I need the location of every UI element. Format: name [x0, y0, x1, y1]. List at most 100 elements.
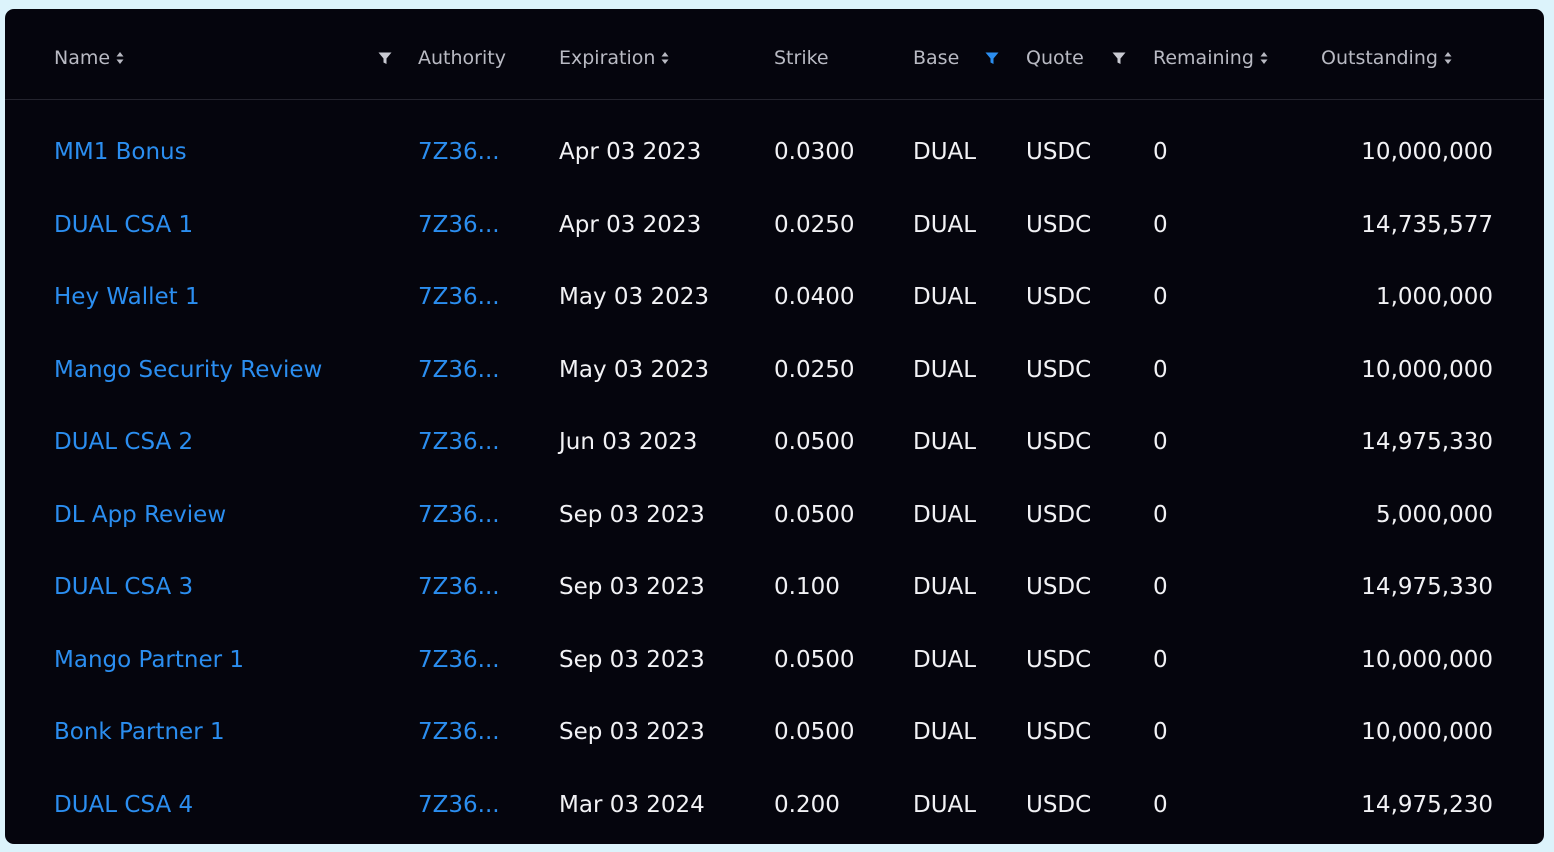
- authority-link[interactable]: 7Z36...: [418, 647, 500, 673]
- remaining-cell: 0: [1153, 284, 1168, 310]
- authority-link[interactable]: 7Z36...: [418, 139, 500, 165]
- authority-link[interactable]: 7Z36...: [418, 502, 500, 528]
- expiration-cell: Apr 03 2023: [559, 139, 702, 165]
- column-header-name-label: Name: [54, 47, 111, 69]
- strike-cell: 0.0500: [774, 502, 855, 528]
- strike-cell: 0.0250: [774, 212, 855, 238]
- strike-cell: 0.0500: [774, 719, 855, 745]
- option-name-link[interactable]: Hey Wallet 1: [54, 284, 200, 310]
- table-header: Name Authority Expiration Strike Base Qu…: [5, 9, 1544, 100]
- expiration-cell: Sep 03 2023: [559, 502, 705, 528]
- expiration-cell: Sep 03 2023: [559, 719, 705, 745]
- strike-cell: 0.0300: [774, 139, 855, 165]
- expiration-cell: Jun 03 2023: [559, 429, 698, 455]
- remaining-cell: 0: [1153, 139, 1168, 165]
- column-header-quote[interactable]: Quote: [1026, 45, 1084, 71]
- base-cell: DUAL: [913, 429, 977, 455]
- base-cell: DUAL: [913, 574, 977, 600]
- authority-link[interactable]: 7Z36...: [418, 284, 500, 310]
- outstanding-cell: 10,000,000: [1361, 139, 1493, 165]
- option-name-link[interactable]: Mango Partner 1: [54, 647, 245, 673]
- table-row: DUAL CSA 2 7Z36... Jun 03 2023 0.0500 DU…: [5, 405, 1544, 477]
- expiration-cell: May 03 2023: [559, 357, 709, 383]
- outstanding-cell: 10,000,000: [1361, 719, 1493, 745]
- strike-cell: 0.0500: [774, 429, 855, 455]
- base-cell: DUAL: [913, 212, 977, 238]
- authority-link[interactable]: 7Z36...: [418, 792, 500, 818]
- outstanding-cell: 10,000,000: [1361, 357, 1493, 383]
- quote-cell: USDC: [1026, 502, 1092, 528]
- sort-icon[interactable]: [1444, 51, 1452, 65]
- authority-link[interactable]: 7Z36...: [418, 719, 500, 745]
- remaining-cell: 0: [1153, 792, 1168, 818]
- outstanding-cell: 5,000,000: [1375, 502, 1493, 528]
- quote-cell: USDC: [1026, 357, 1092, 383]
- table-row: DL App Review 7Z36... Sep 03 2023 0.0500…: [5, 478, 1544, 550]
- option-name-link[interactable]: DUAL CSA 3: [54, 574, 194, 600]
- name-filter-icon[interactable]: [378, 51, 392, 65]
- option-name-link[interactable]: DUAL CSA 2: [54, 429, 194, 455]
- remaining-cell: 0: [1153, 212, 1168, 238]
- column-header-authority-label: Authority: [418, 47, 506, 69]
- authority-link[interactable]: 7Z36...: [418, 357, 500, 383]
- base-cell: DUAL: [913, 357, 977, 383]
- strike-cell: 0.100: [774, 574, 840, 600]
- base-cell: DUAL: [913, 502, 977, 528]
- quote-cell: USDC: [1026, 719, 1092, 745]
- authority-link[interactable]: 7Z36...: [418, 429, 500, 455]
- column-header-remaining[interactable]: Remaining: [1153, 45, 1268, 71]
- outstanding-cell: 14,735,577: [1361, 212, 1493, 238]
- quote-cell: USDC: [1026, 212, 1092, 238]
- column-header-outstanding-label: Outstanding: [1321, 47, 1438, 69]
- column-header-remaining-label: Remaining: [1153, 47, 1254, 69]
- sort-icon[interactable]: [116, 51, 124, 65]
- table-row: MM1 Bonus 7Z36... Apr 03 2023 0.0300 DUA…: [5, 115, 1544, 187]
- option-name-link[interactable]: Bonk Partner 1: [54, 719, 225, 745]
- quote-cell: USDC: [1026, 429, 1092, 455]
- table-row: Bonk Partner 1 7Z36... Sep 03 2023 0.050…: [5, 695, 1544, 767]
- option-name-link[interactable]: DL App Review: [54, 502, 227, 528]
- sort-icon[interactable]: [1260, 51, 1268, 65]
- table-row: DUAL CSA 1 7Z36... Apr 03 2023 0.0250 DU…: [5, 188, 1544, 260]
- strike-cell: 0.200: [774, 792, 840, 818]
- column-header-outstanding[interactable]: Outstanding: [1321, 45, 1452, 71]
- outstanding-cell: 10,000,000: [1361, 647, 1493, 673]
- authority-link[interactable]: 7Z36...: [418, 574, 500, 600]
- quote-cell: USDC: [1026, 792, 1092, 818]
- column-header-base-label: Base: [913, 47, 960, 69]
- quote-cell: USDC: [1026, 574, 1092, 600]
- column-header-expiration[interactable]: Expiration: [559, 45, 669, 71]
- expiration-cell: Sep 03 2023: [559, 647, 705, 673]
- quote-filter-icon[interactable]: [1112, 51, 1126, 65]
- option-name-link[interactable]: Mango Security Review: [54, 357, 323, 383]
- quote-cell: USDC: [1026, 284, 1092, 310]
- base-filter-icon[interactable]: [985, 51, 999, 65]
- outstanding-cell: 1,000,000: [1375, 284, 1493, 310]
- column-header-base[interactable]: Base: [913, 45, 959, 71]
- column-header-authority: Authority: [418, 45, 506, 71]
- expiration-cell: May 03 2023: [559, 284, 709, 310]
- remaining-cell: 0: [1153, 574, 1168, 600]
- column-header-name[interactable]: Name: [54, 45, 124, 71]
- expiration-cell: Apr 03 2023: [559, 212, 702, 238]
- outstanding-cell: 14,975,330: [1361, 574, 1493, 600]
- table-row: DUAL CSA 4 7Z36... Mar 03 2024 0.200 DUA…: [5, 768, 1544, 840]
- base-cell: DUAL: [913, 792, 977, 818]
- option-name-link[interactable]: DUAL CSA 4: [54, 792, 194, 818]
- expiration-cell: Mar 03 2024: [559, 792, 705, 818]
- table-row: Mango Security Review 7Z36... May 03 202…: [5, 333, 1544, 405]
- authority-link[interactable]: 7Z36...: [418, 212, 500, 238]
- remaining-cell: 0: [1153, 502, 1168, 528]
- table-row: Mango Partner 1 7Z36... Sep 03 2023 0.05…: [5, 623, 1544, 695]
- option-name-link[interactable]: DUAL CSA 1: [54, 212, 194, 238]
- table-row: DUAL CSA 3 7Z36... Sep 03 2023 0.100 DUA…: [5, 550, 1544, 622]
- column-header-strike-label: Strike: [774, 47, 829, 69]
- strike-cell: 0.0250: [774, 357, 855, 383]
- strike-cell: 0.0400: [774, 284, 855, 310]
- remaining-cell: 0: [1153, 429, 1168, 455]
- remaining-cell: 0: [1153, 719, 1168, 745]
- expiration-cell: Sep 03 2023: [559, 574, 705, 600]
- column-header-strike: Strike: [774, 45, 829, 71]
- sort-icon[interactable]: [661, 51, 669, 65]
- option-name-link[interactable]: MM1 Bonus: [54, 139, 187, 165]
